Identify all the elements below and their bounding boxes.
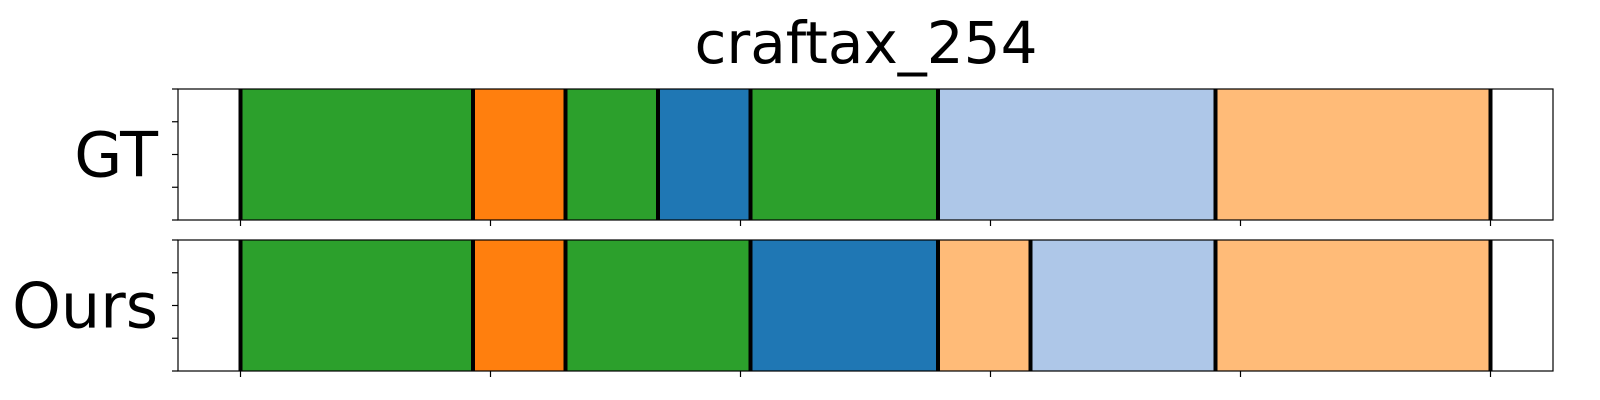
- segment-gt-3: [565, 89, 658, 220]
- segment-gt-4: [658, 89, 751, 220]
- row-frame: [177, 88, 1554, 221]
- segment-ours-4: [750, 240, 938, 371]
- segment-gt-5: [750, 89, 938, 220]
- segment-ours-6: [1030, 240, 1216, 371]
- row-frame: [177, 239, 1554, 372]
- segment-ours-1: [240, 240, 473, 371]
- segment-ours-3: [565, 240, 751, 371]
- segment-ours-7: [1215, 240, 1491, 371]
- segment-gt-7: [1215, 89, 1491, 220]
- segment-ours-5: [938, 240, 1031, 371]
- chart-title: craftax_254: [695, 9, 1038, 77]
- segment-gt-2: [473, 89, 566, 220]
- segment-gt-1: [240, 89, 473, 220]
- row-label: Ours: [12, 270, 158, 343]
- segment-ours-2: [473, 240, 566, 371]
- row-ours: Ours: [12, 239, 1554, 377]
- segment-gt-6: [938, 89, 1216, 220]
- row-label: GT: [74, 119, 159, 192]
- row-gt: GT: [74, 88, 1554, 226]
- chart-rows: GT Ours: [12, 88, 1554, 377]
